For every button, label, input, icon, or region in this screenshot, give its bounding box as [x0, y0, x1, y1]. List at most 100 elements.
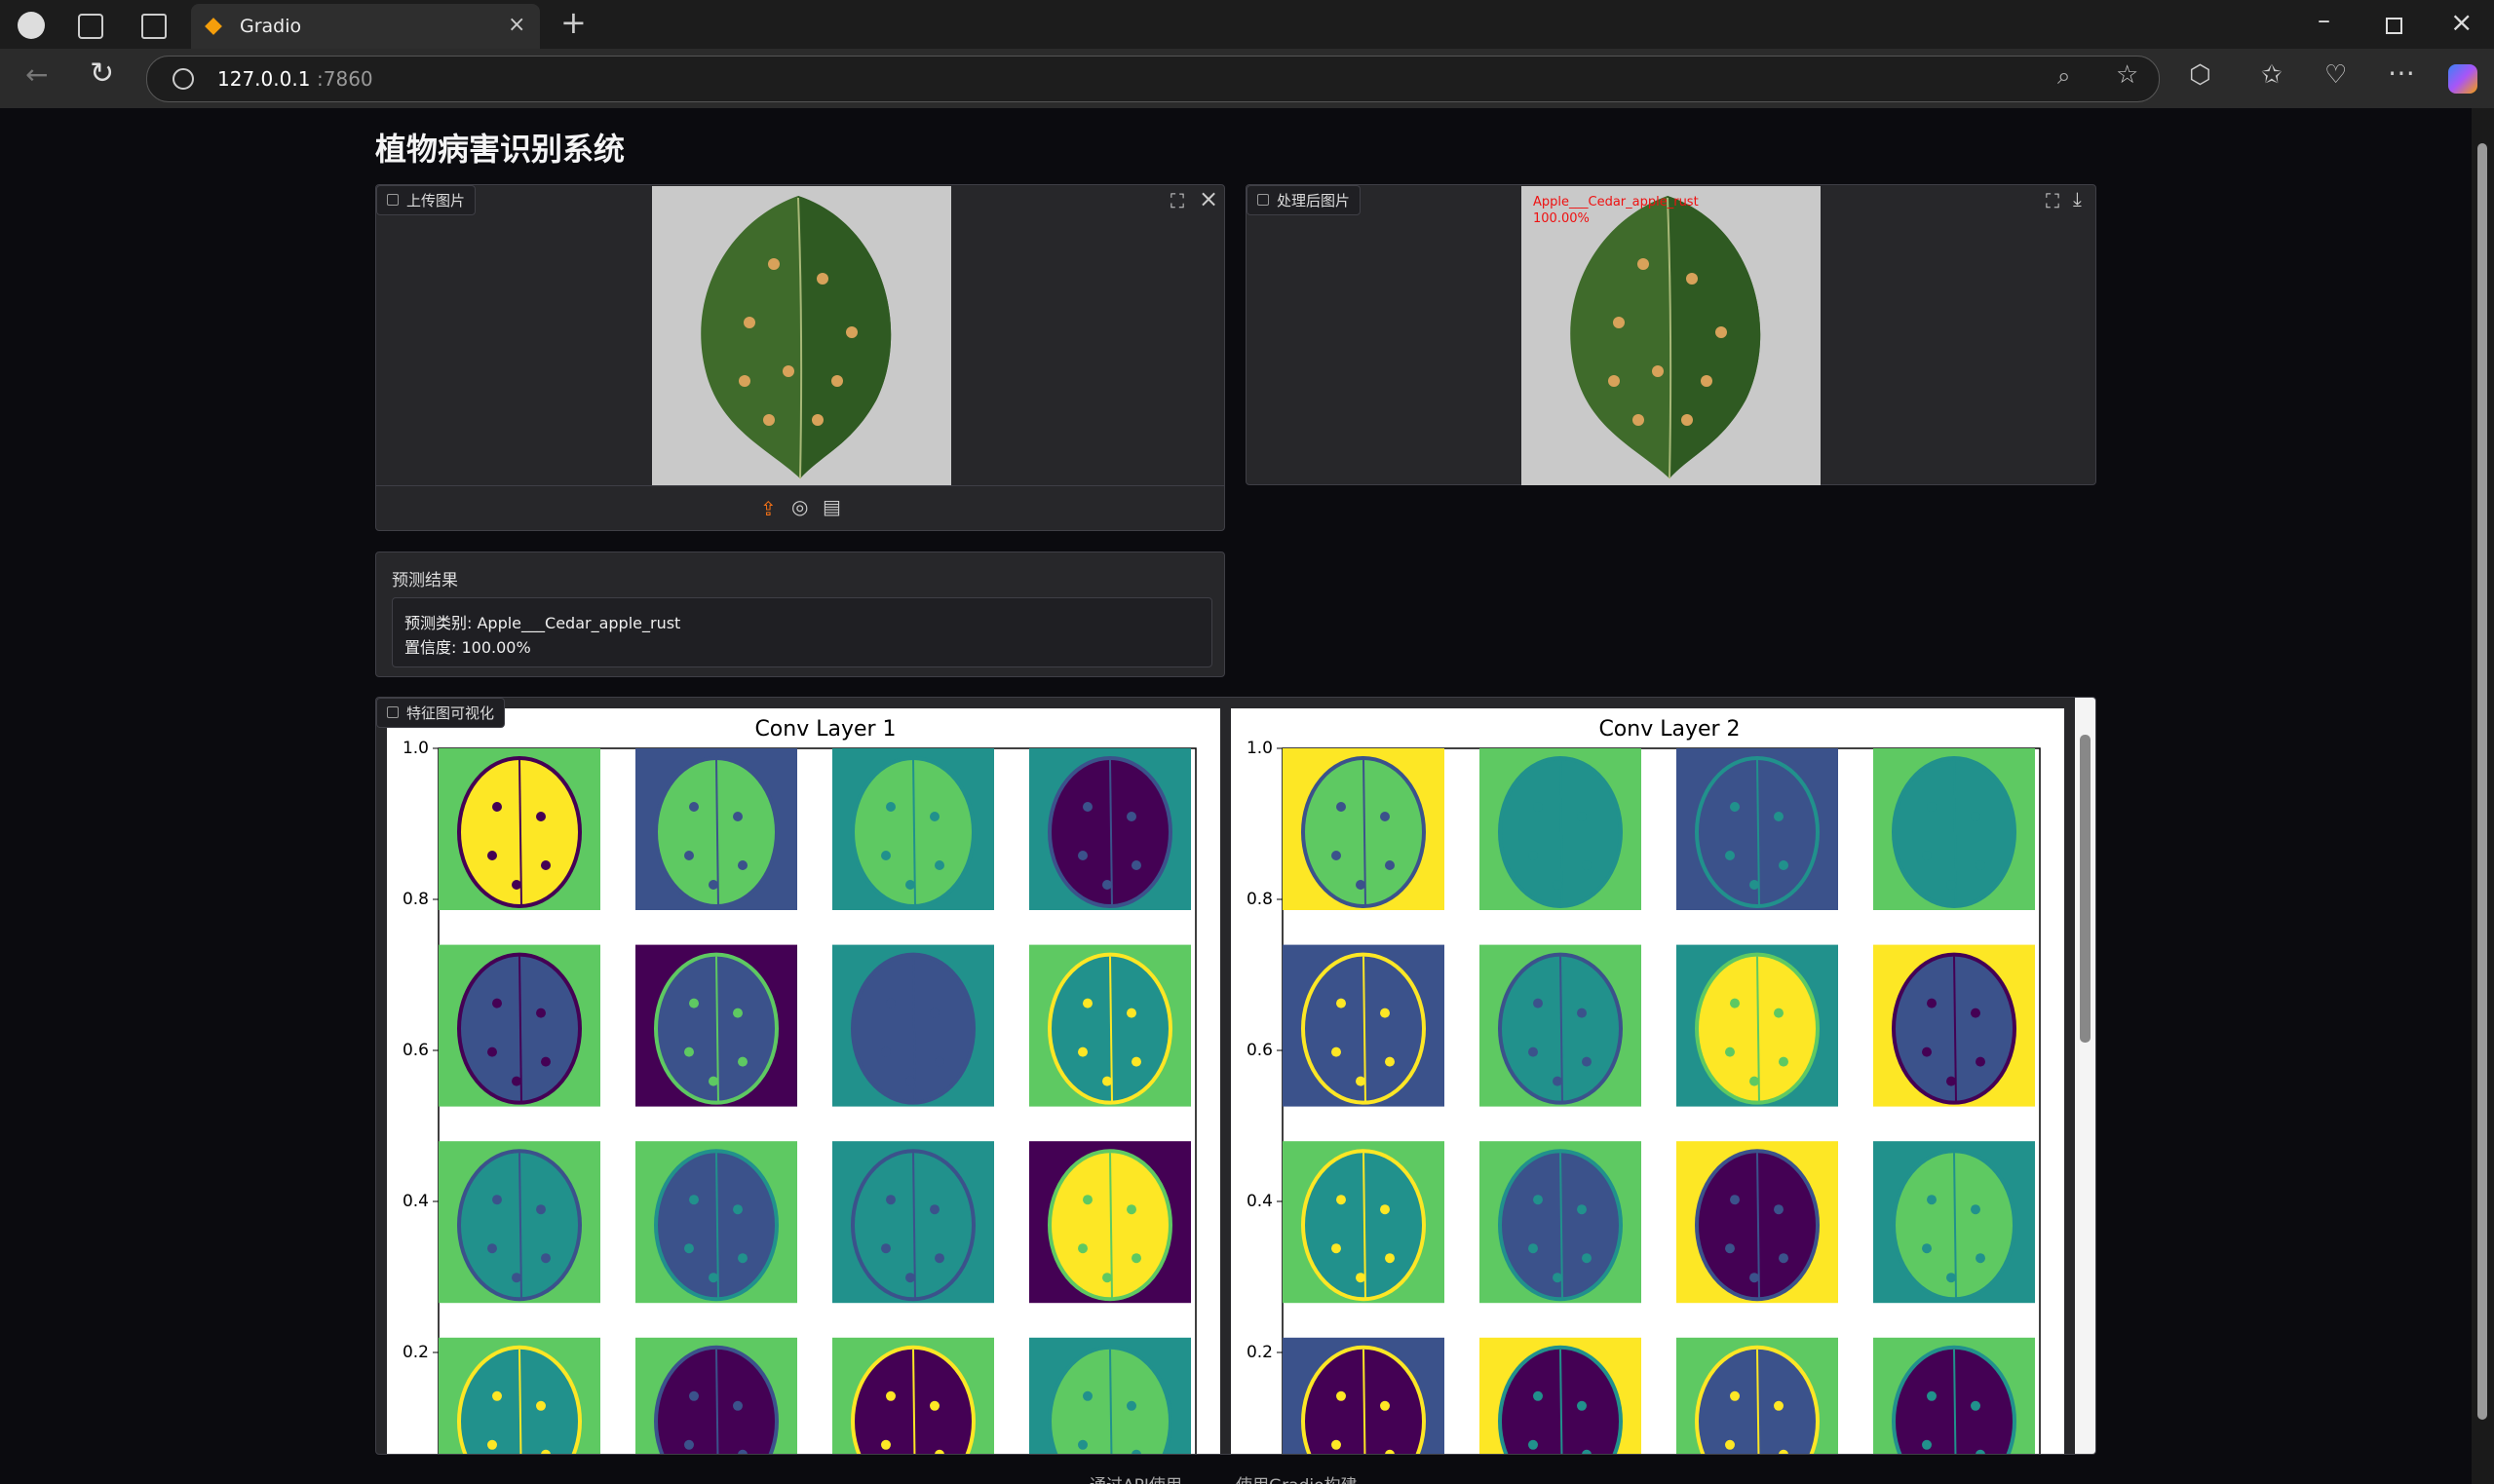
- inner-scroll-thumb[interactable]: [2080, 735, 2091, 1043]
- footer-built[interactable]: 使用Gradio构建: [1236, 1471, 1358, 1484]
- feature-spot: [689, 1390, 699, 1401]
- feature-spot: [905, 1273, 915, 1283]
- feature-map: [439, 1337, 600, 1454]
- feature-spot: [881, 1046, 891, 1057]
- feature-spot: [1582, 1056, 1592, 1067]
- feature-spot: [1078, 1046, 1088, 1057]
- active-tab[interactable]: Gradio ×: [191, 4, 540, 49]
- feature-spot: [1730, 998, 1740, 1008]
- feature-vein: [1362, 1349, 1366, 1454]
- clear-button[interactable]: ×: [1199, 185, 1219, 212]
- feature-vein: [715, 1349, 719, 1454]
- download-button[interactable]: ⤓: [2073, 187, 2082, 210]
- reload-button[interactable]: ↻: [90, 57, 115, 91]
- site-info-icon[interactable]: [173, 68, 194, 90]
- feature-spot: [935, 1449, 944, 1454]
- feature-spot: [512, 1273, 521, 1283]
- rust-spot: [831, 375, 843, 387]
- y-tick-label: 0.4: [403, 1192, 429, 1211]
- feature-spot: [1971, 1008, 1980, 1018]
- y-tick-label: 0.8: [1247, 890, 1273, 909]
- feature-spot: [1528, 1439, 1538, 1450]
- copilot-icon[interactable]: [2448, 64, 2477, 94]
- inner-scrollbar[interactable]: [2075, 698, 2095, 1454]
- feature-map: [439, 944, 600, 1107]
- feature-spot: [1749, 1076, 1759, 1086]
- feature-spot: [1127, 1008, 1136, 1018]
- webcam-source[interactable]: ◎: [791, 495, 809, 518]
- feature-plot: Conv Layer 2 1.0 0.8 0.6 0.4 0.2: [1231, 708, 2064, 1454]
- feature-vein: [1756, 1349, 1760, 1454]
- feature-spot: [1083, 998, 1093, 1008]
- restore[interactable]: [2386, 18, 2402, 34]
- tab-close[interactable]: ×: [508, 13, 526, 37]
- health-icon[interactable]: ♡: [2324, 60, 2348, 90]
- feature-spot: [1078, 1439, 1088, 1450]
- favorite-star[interactable]: ☆: [2116, 60, 2139, 90]
- feature-spot: [1779, 860, 1788, 870]
- feature-spot: [733, 1400, 743, 1411]
- feature-map: [1479, 1141, 1641, 1304]
- feature-spot: [1577, 1008, 1587, 1018]
- footer-api[interactable]: 通过API使用: [1090, 1471, 1182, 1484]
- fullscreen-button[interactable]: ⛶: [1170, 189, 1184, 212]
- new-tab[interactable]: +: [560, 4, 587, 41]
- feature-spot: [709, 880, 718, 890]
- minimize[interactable]: –: [2318, 6, 2330, 35]
- feature-spot: [1971, 1204, 1980, 1215]
- feature-map: [1873, 1337, 2035, 1454]
- back-button[interactable]: ←: [25, 58, 49, 91]
- feature-map: [832, 944, 994, 1107]
- rust-spot: [1632, 414, 1644, 426]
- favorites-icon[interactable]: ✩: [2261, 60, 2283, 90]
- menu-icon[interactable]: ⋯: [2388, 57, 2415, 89]
- upload-label: 上传图片: [376, 185, 477, 215]
- feature-spot: [1582, 1449, 1592, 1454]
- y-tick-label: 0.4: [1247, 1192, 1273, 1211]
- feature-spot: [935, 1056, 944, 1067]
- fullscreen-button[interactable]: ⛶: [2046, 189, 2059, 212]
- feature-spot: [733, 1008, 743, 1018]
- upload-source[interactable]: ⇪: [760, 497, 777, 520]
- feature-spot: [1336, 802, 1346, 812]
- feature-map: [1873, 1141, 2035, 1304]
- feature-spot: [1127, 1400, 1136, 1411]
- feature-spot: [1946, 1273, 1956, 1283]
- feature-vein: [1953, 1349, 1957, 1454]
- feature-spot: [689, 1195, 699, 1205]
- feature-spot: [1102, 1273, 1112, 1283]
- feature-map: [635, 1141, 797, 1304]
- close-window[interactable]: ×: [2450, 6, 2474, 38]
- profile-icon[interactable]: [18, 12, 45, 39]
- feature-spot: [881, 1243, 891, 1254]
- feature-spot: [1331, 1439, 1341, 1450]
- rust-spot: [1637, 258, 1649, 270]
- feature-map: [1479, 944, 1641, 1107]
- extensions-icon[interactable]: ⬡: [2189, 60, 2211, 90]
- feature-vein: [715, 956, 719, 1103]
- leaf-half: [798, 196, 892, 478]
- feature-spot: [541, 1449, 551, 1454]
- feature-spot: [1132, 1253, 1141, 1264]
- feature-spot: [1976, 860, 1985, 870]
- workspaces-icon[interactable]: [78, 14, 103, 39]
- plot-title: Conv Layer 2: [1598, 717, 1740, 742]
- feature-spot: [684, 1046, 694, 1057]
- rust-spot: [1686, 273, 1698, 285]
- feature-map: [439, 748, 600, 910]
- clipboard-source[interactable]: ▤: [823, 495, 841, 518]
- page-scroll-thumb[interactable]: [2477, 143, 2487, 1420]
- feature-spot: [1725, 1046, 1735, 1057]
- feature-map: [1676, 748, 1838, 910]
- tab-actions-icon[interactable]: [141, 14, 167, 39]
- feature-vein: [518, 759, 522, 907]
- result-label: 预测结果: [392, 571, 458, 590]
- zoom-icon[interactable]: ⌕: [2057, 62, 2071, 90]
- y-tick-label: 1.0: [1247, 739, 1273, 758]
- feature-spot: [1331, 851, 1341, 860]
- processed-label: 处理后图片: [1247, 185, 1362, 215]
- page-scrollbar[interactable]: [2472, 108, 2494, 1484]
- feature-spot: [1577, 1204, 1587, 1215]
- address-bar[interactable]: 127.0.0.1:7860 ⌕ ☆: [146, 56, 2160, 102]
- feature-spot: [1774, 1400, 1784, 1411]
